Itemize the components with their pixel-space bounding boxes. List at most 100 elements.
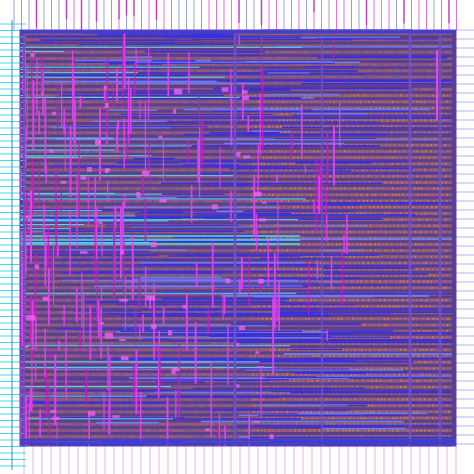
cell	[79, 88, 82, 91]
cell	[148, 317, 151, 320]
cell	[222, 156, 224, 159]
cell	[305, 268, 307, 271]
cell	[204, 44, 207, 48]
cell	[29, 181, 31, 184]
cell	[74, 187, 76, 190]
cell	[401, 51, 404, 54]
cell	[249, 162, 252, 165]
cell	[419, 100, 422, 103]
cell	[195, 237, 197, 240]
cell	[165, 286, 168, 289]
cell	[245, 224, 247, 227]
cell	[79, 323, 82, 327]
cell	[255, 181, 258, 184]
cell	[34, 336, 36, 339]
cell	[446, 94, 449, 97]
cell	[85, 181, 88, 184]
cell	[246, 88, 249, 91]
cell	[371, 274, 374, 277]
cell	[248, 175, 251, 178]
cell	[395, 193, 397, 196]
cell	[194, 168, 197, 172]
cell	[152, 268, 155, 271]
cell	[445, 113, 447, 116]
cell	[157, 299, 160, 302]
cell	[220, 57, 223, 60]
cell	[301, 274, 303, 277]
cell	[415, 212, 417, 215]
cell	[236, 162, 239, 165]
cell	[80, 162, 83, 165]
cell	[74, 181, 77, 184]
cell	[278, 268, 281, 271]
cell	[76, 330, 78, 333]
cell	[159, 237, 162, 240]
cell	[80, 57, 82, 60]
cell	[377, 75, 379, 79]
cell	[394, 268, 397, 271]
cell	[127, 255, 129, 258]
cell	[375, 156, 378, 159]
cell	[151, 150, 154, 153]
cell	[103, 57, 106, 60]
cell	[331, 32, 333, 35]
cell	[398, 88, 401, 91]
cell	[302, 230, 305, 234]
cell	[365, 280, 368, 283]
cell	[266, 119, 268, 122]
cell	[286, 268, 289, 271]
cell	[88, 311, 90, 314]
cell	[248, 63, 251, 66]
cell	[61, 323, 63, 327]
cell	[300, 268, 303, 271]
cell	[239, 44, 242, 48]
cell	[46, 119, 48, 122]
cell	[123, 311, 125, 314]
cell	[58, 94, 61, 97]
cell	[176, 162, 179, 165]
cell	[53, 199, 56, 203]
cell	[378, 106, 381, 110]
cell	[215, 150, 217, 153]
cell	[103, 199, 106, 203]
cell	[43, 181, 45, 184]
cell	[191, 199, 194, 203]
cell	[431, 162, 433, 165]
cell	[243, 249, 245, 252]
cell	[287, 156, 290, 159]
cell	[80, 69, 82, 72]
cell	[171, 69, 174, 72]
cell	[207, 268, 210, 271]
cell	[270, 75, 273, 79]
cell	[293, 131, 296, 134]
cell	[323, 150, 326, 153]
cell	[54, 131, 57, 134]
cell	[431, 206, 433, 209]
cell	[167, 44, 169, 48]
cell	[410, 268, 413, 271]
cell	[58, 299, 61, 302]
cell	[299, 181, 301, 184]
cell	[442, 75, 445, 79]
cell	[387, 106, 390, 110]
cell	[174, 311, 176, 314]
cell	[375, 51, 377, 54]
cell	[40, 212, 43, 215]
cell	[334, 199, 336, 203]
cell	[407, 44, 410, 48]
cell	[337, 44, 340, 48]
cell	[57, 199, 59, 203]
cell	[276, 125, 278, 128]
cell	[301, 63, 304, 66]
cell	[221, 181, 223, 184]
cell	[184, 199, 187, 203]
cell	[443, 69, 445, 72]
cell	[401, 181, 403, 184]
cell	[265, 75, 268, 79]
cell	[202, 57, 204, 60]
cell	[45, 224, 48, 227]
cell	[388, 144, 391, 147]
cell	[421, 162, 424, 165]
cell	[231, 94, 234, 97]
cell	[75, 32, 78, 35]
